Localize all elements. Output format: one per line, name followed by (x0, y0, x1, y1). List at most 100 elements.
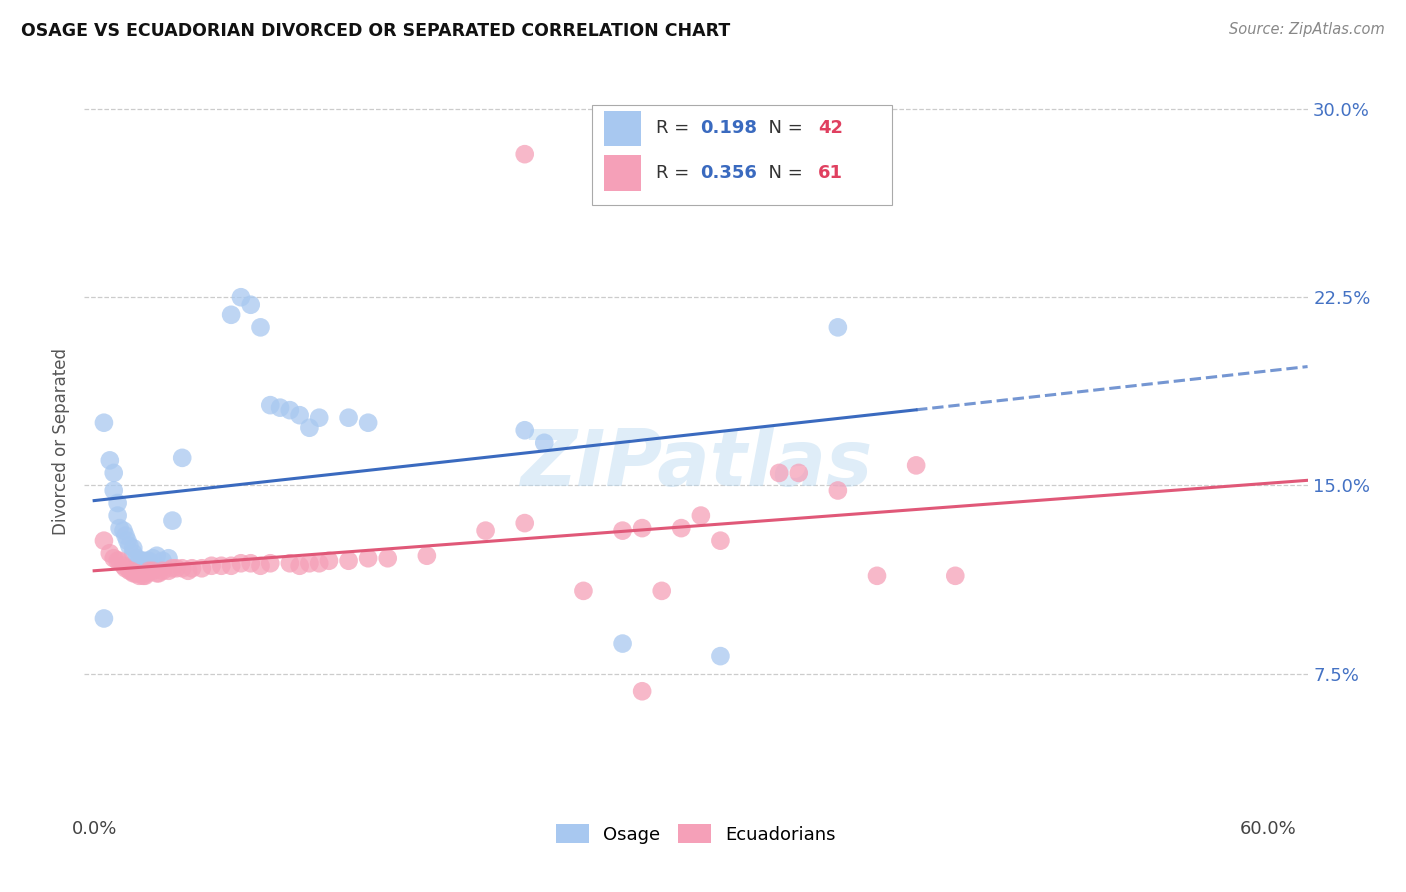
Point (269, 401, 291, 415)
Point (612, 636, 634, 650)
Text: ZIPatlas: ZIPatlas (520, 425, 872, 502)
Point (288, 408, 311, 422)
Point (259, 556, 281, 570)
Point (278, 556, 301, 570)
Point (768, 466, 790, 480)
Point (127, 551, 149, 566)
Point (103, 551, 125, 566)
Point (162, 514, 184, 528)
Point (107, 554, 129, 568)
Point (177, 564, 200, 578)
Point (93, 533, 115, 548)
Point (357, 416, 380, 430)
Point (114, 561, 136, 575)
Point (337, 410, 360, 425)
FancyBboxPatch shape (605, 155, 641, 191)
FancyBboxPatch shape (592, 104, 891, 204)
Point (148, 566, 170, 581)
Point (612, 524, 634, 538)
Point (943, 569, 966, 583)
Point (132, 569, 155, 583)
Point (136, 566, 159, 581)
Point (124, 566, 146, 581)
Point (138, 564, 160, 578)
Text: R =: R = (655, 120, 695, 137)
Point (298, 421, 321, 435)
FancyBboxPatch shape (605, 111, 641, 146)
Point (138, 554, 160, 568)
Point (114, 529, 136, 543)
Point (120, 564, 142, 578)
Point (98, 453, 121, 467)
Text: 0.356: 0.356 (700, 164, 756, 182)
Point (172, 561, 194, 575)
Point (122, 546, 145, 560)
Point (108, 554, 131, 568)
Text: Source: ZipAtlas.com: Source: ZipAtlas.com (1229, 22, 1385, 37)
Point (513, 516, 536, 530)
Point (219, 308, 242, 322)
Point (513, 423, 536, 437)
Point (122, 566, 145, 581)
Point (142, 564, 165, 578)
Point (122, 541, 145, 556)
Legend: Osage, Ecuadorians: Osage, Ecuadorians (548, 817, 844, 851)
Point (152, 564, 174, 578)
Point (157, 551, 180, 566)
Point (146, 549, 169, 563)
Point (152, 554, 174, 568)
Point (787, 466, 810, 480)
Point (165, 561, 187, 575)
Point (191, 561, 214, 575)
Point (572, 583, 595, 598)
Point (416, 549, 439, 563)
Point (308, 410, 330, 425)
Point (288, 558, 311, 573)
Point (136, 554, 159, 568)
Point (93, 416, 115, 430)
Point (905, 458, 928, 473)
Point (118, 539, 141, 553)
Point (308, 556, 330, 570)
Point (229, 556, 252, 570)
Point (709, 649, 731, 664)
Point (181, 561, 204, 575)
Point (249, 320, 271, 334)
Point (631, 684, 654, 698)
Text: OSAGE VS ECUADORIAN DIVORCED OR SEPARATED CORRELATION CHART: OSAGE VS ECUADORIAN DIVORCED OR SEPARATE… (21, 22, 730, 40)
Point (709, 533, 731, 548)
Point (108, 521, 131, 535)
Point (146, 566, 169, 581)
Point (827, 483, 849, 498)
Point (357, 551, 380, 566)
Y-axis label: Divorced or Separated: Divorced or Separated (52, 348, 70, 535)
Point (278, 403, 301, 417)
Point (93, 611, 115, 625)
Point (259, 398, 281, 412)
Point (142, 551, 165, 566)
Point (474, 524, 496, 538)
Point (377, 551, 399, 566)
Point (318, 554, 340, 568)
Text: N =: N = (758, 164, 808, 182)
Point (631, 521, 654, 535)
Point (229, 290, 252, 304)
Point (239, 298, 262, 312)
Text: N =: N = (758, 120, 808, 137)
Text: 61: 61 (818, 164, 844, 182)
Point (337, 554, 360, 568)
Point (107, 496, 129, 510)
Point (689, 508, 711, 523)
Point (117, 533, 139, 548)
Point (134, 569, 156, 583)
Point (671, 521, 693, 535)
Point (127, 566, 149, 581)
Text: 42: 42 (818, 120, 844, 137)
Point (157, 564, 180, 578)
Point (112, 524, 135, 538)
Text: R =: R = (655, 164, 695, 182)
Point (239, 556, 262, 570)
Point (128, 554, 150, 568)
Point (107, 508, 129, 523)
Point (651, 583, 673, 598)
